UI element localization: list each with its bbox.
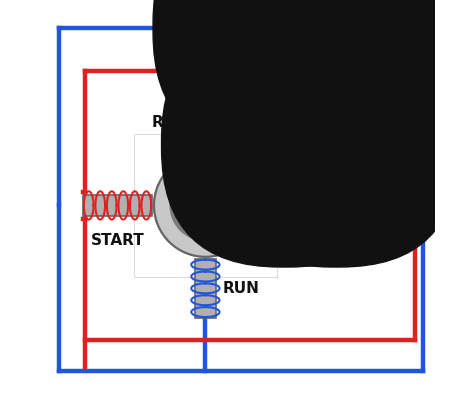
FancyBboxPatch shape <box>292 0 474 151</box>
Text: START: START <box>91 233 145 248</box>
Circle shape <box>180 180 231 231</box>
Circle shape <box>154 154 257 257</box>
Text: Centrifugal
Switch: Centrifugal Switch <box>301 93 386 120</box>
Text: RUN: RUN <box>222 281 259 296</box>
FancyBboxPatch shape <box>134 134 276 276</box>
Text: START: START <box>266 162 320 177</box>
FancyBboxPatch shape <box>259 195 328 216</box>
FancyBboxPatch shape <box>83 195 152 216</box>
Text: Rotor: Rotor <box>183 198 227 213</box>
Text: RUN: RUN <box>151 115 188 130</box>
Circle shape <box>180 180 231 231</box>
Text: 120 Volts: 120 Volts <box>308 8 388 23</box>
FancyBboxPatch shape <box>153 0 400 151</box>
Circle shape <box>190 190 221 221</box>
FancyBboxPatch shape <box>213 21 458 267</box>
Circle shape <box>170 169 241 241</box>
Circle shape <box>154 154 257 257</box>
Circle shape <box>170 169 241 241</box>
FancyBboxPatch shape <box>194 259 216 318</box>
Text: Rotor: Rotor <box>183 198 227 213</box>
Circle shape <box>190 190 221 221</box>
FancyBboxPatch shape <box>162 21 407 267</box>
FancyBboxPatch shape <box>194 93 216 152</box>
